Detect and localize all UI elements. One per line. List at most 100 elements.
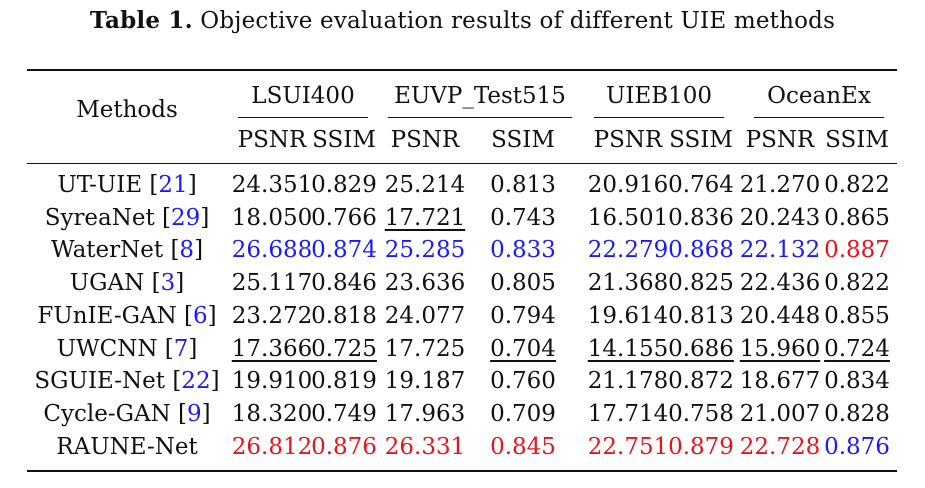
metric-header: SSIM bbox=[825, 127, 889, 153]
metric-value: 23.636 bbox=[384, 270, 466, 297]
metric-header: SSIM bbox=[491, 127, 555, 153]
citation-link[interactable]: 9 bbox=[187, 400, 202, 427]
metric-value: 0.874 bbox=[311, 237, 377, 264]
metric-value: 0.876 bbox=[824, 433, 890, 460]
metric-value: 0.855 bbox=[824, 302, 890, 329]
citation-link[interactable]: 22 bbox=[181, 368, 211, 395]
metric-value: 0.876 bbox=[311, 433, 377, 460]
metric-header: SSIM bbox=[669, 127, 733, 153]
metric-header: PSNR bbox=[237, 127, 307, 153]
method-name: UGAN [3] bbox=[69, 270, 185, 297]
method-name: UWCNN [7] bbox=[56, 335, 198, 362]
metric-value: 0.845 bbox=[490, 433, 556, 460]
metric-value: 20.448 bbox=[739, 302, 821, 329]
metric-value: 22.279 bbox=[587, 237, 669, 264]
method-name: WaterNet [8] bbox=[50, 237, 204, 264]
metric-header: PSNR bbox=[593, 127, 663, 153]
bottom-rule bbox=[27, 470, 897, 472]
metric-value: 19.910 bbox=[231, 368, 313, 395]
caption-label: Table 1. bbox=[89, 7, 193, 34]
metric-value: 21.007 bbox=[739, 400, 821, 427]
method-label: UGAN bbox=[69, 270, 145, 297]
metric-header: PSNR bbox=[745, 127, 815, 153]
citation-link[interactable]: 8 bbox=[179, 237, 195, 264]
metric-value: 0.879 bbox=[668, 433, 734, 460]
metric-value: 20.243 bbox=[739, 204, 821, 231]
metric-value: 0.828 bbox=[824, 400, 890, 427]
metric-value: 0.836 bbox=[668, 204, 734, 231]
metric-value: 0.704 bbox=[490, 335, 556, 362]
metric-value: 26.331 bbox=[384, 433, 466, 460]
citation-link[interactable]: 29 bbox=[171, 204, 201, 231]
dataset-header: OceanEx bbox=[767, 83, 871, 109]
metric-value: 0.865 bbox=[824, 204, 890, 231]
metric-value: 0.766 bbox=[311, 204, 377, 231]
metric-value: 25.214 bbox=[384, 172, 466, 198]
metric-value: 26.688 bbox=[231, 237, 313, 264]
metric-value: 24.351 bbox=[231, 172, 313, 198]
metric-value: 0.805 bbox=[490, 270, 556, 297]
metric-value: 18.677 bbox=[739, 368, 821, 395]
metric-value: 23.272 bbox=[231, 302, 313, 329]
metric-value: 0.758 bbox=[668, 400, 734, 427]
metric-value: 18.320 bbox=[231, 400, 313, 427]
metric-value: 0.725 bbox=[311, 335, 377, 362]
metric-value: 21.178 bbox=[587, 368, 669, 395]
metric-value: 17.963 bbox=[384, 400, 466, 427]
metric-value: 0.819 bbox=[311, 368, 377, 395]
metric-value: 25.117 bbox=[231, 270, 313, 297]
metric-value: 17.714 bbox=[587, 400, 669, 427]
citation-link[interactable]: 6 bbox=[193, 302, 208, 329]
cmidrule-uieb bbox=[594, 117, 724, 118]
method-name: SGUIE-Net [22] bbox=[34, 368, 220, 395]
metric-value: 19.614 bbox=[587, 302, 669, 329]
metric-value: 0.834 bbox=[824, 368, 890, 395]
metric-value: 0.868 bbox=[668, 237, 734, 264]
method-label: WaterNet bbox=[50, 237, 164, 264]
metric-value: 16.501 bbox=[587, 204, 669, 231]
metric-value: 0.822 bbox=[824, 172, 890, 198]
metric-value: 0.887 bbox=[824, 237, 890, 264]
metric-value: 0.822 bbox=[824, 270, 890, 297]
metric-value: 0.813 bbox=[490, 172, 556, 198]
cmidrule-euvp bbox=[388, 117, 572, 118]
metric-value: 17.366 bbox=[231, 335, 313, 362]
method-label: FUnIE-GAN bbox=[37, 302, 177, 329]
metric-value: 14.155 bbox=[587, 335, 669, 362]
metric-value: 19.187 bbox=[384, 368, 466, 395]
metric-value: 0.846 bbox=[311, 270, 377, 297]
metric-value: 0.743 bbox=[490, 204, 556, 231]
method-label: Cycle-GAN bbox=[43, 400, 171, 427]
citation-link[interactable]: 3 bbox=[160, 270, 176, 297]
metric-value: 15.960 bbox=[739, 335, 821, 362]
cmidrule-lsui bbox=[238, 117, 368, 118]
metric-value: 22.436 bbox=[739, 270, 821, 297]
metric-value: 22.728 bbox=[739, 433, 821, 460]
citation-link[interactable]: 21 bbox=[158, 172, 188, 198]
metric-value: 17.725 bbox=[384, 335, 466, 362]
top-rule bbox=[27, 69, 897, 71]
metric-value: 0.794 bbox=[490, 302, 556, 329]
dataset-header: EUVP_Test515 bbox=[394, 83, 566, 109]
metric-value: 0.833 bbox=[490, 237, 556, 264]
metric-value: 0.760 bbox=[490, 368, 556, 395]
metric-value: 0.825 bbox=[668, 270, 734, 297]
method-name: RAUNE-Net bbox=[56, 432, 197, 462]
method-label: RAUNE-Net bbox=[56, 433, 198, 460]
method-name: SyreaNet [29] bbox=[44, 204, 210, 231]
citation-link[interactable]: 7 bbox=[173, 335, 189, 362]
metric-value: 25.285 bbox=[384, 237, 466, 264]
table-caption: Table 1. Objective evaluation results of… bbox=[0, 7, 925, 34]
metric-value: 22.751 bbox=[587, 433, 669, 460]
caption-text: Objective evaluation results of differen… bbox=[200, 8, 836, 34]
metric-value: 0.724 bbox=[824, 335, 890, 362]
dataset-header: LSUI400 bbox=[251, 83, 355, 109]
metric-value: 0.872 bbox=[668, 368, 734, 395]
metric-value: 21.270 bbox=[739, 172, 821, 198]
metric-value: 26.812 bbox=[231, 433, 313, 460]
metric-value: 0.709 bbox=[490, 400, 556, 427]
method-label: SGUIE-Net bbox=[34, 368, 166, 395]
metric-value: 0.749 bbox=[311, 400, 377, 427]
metric-value: 21.368 bbox=[587, 270, 669, 297]
method-label: UWCNN bbox=[56, 335, 158, 362]
